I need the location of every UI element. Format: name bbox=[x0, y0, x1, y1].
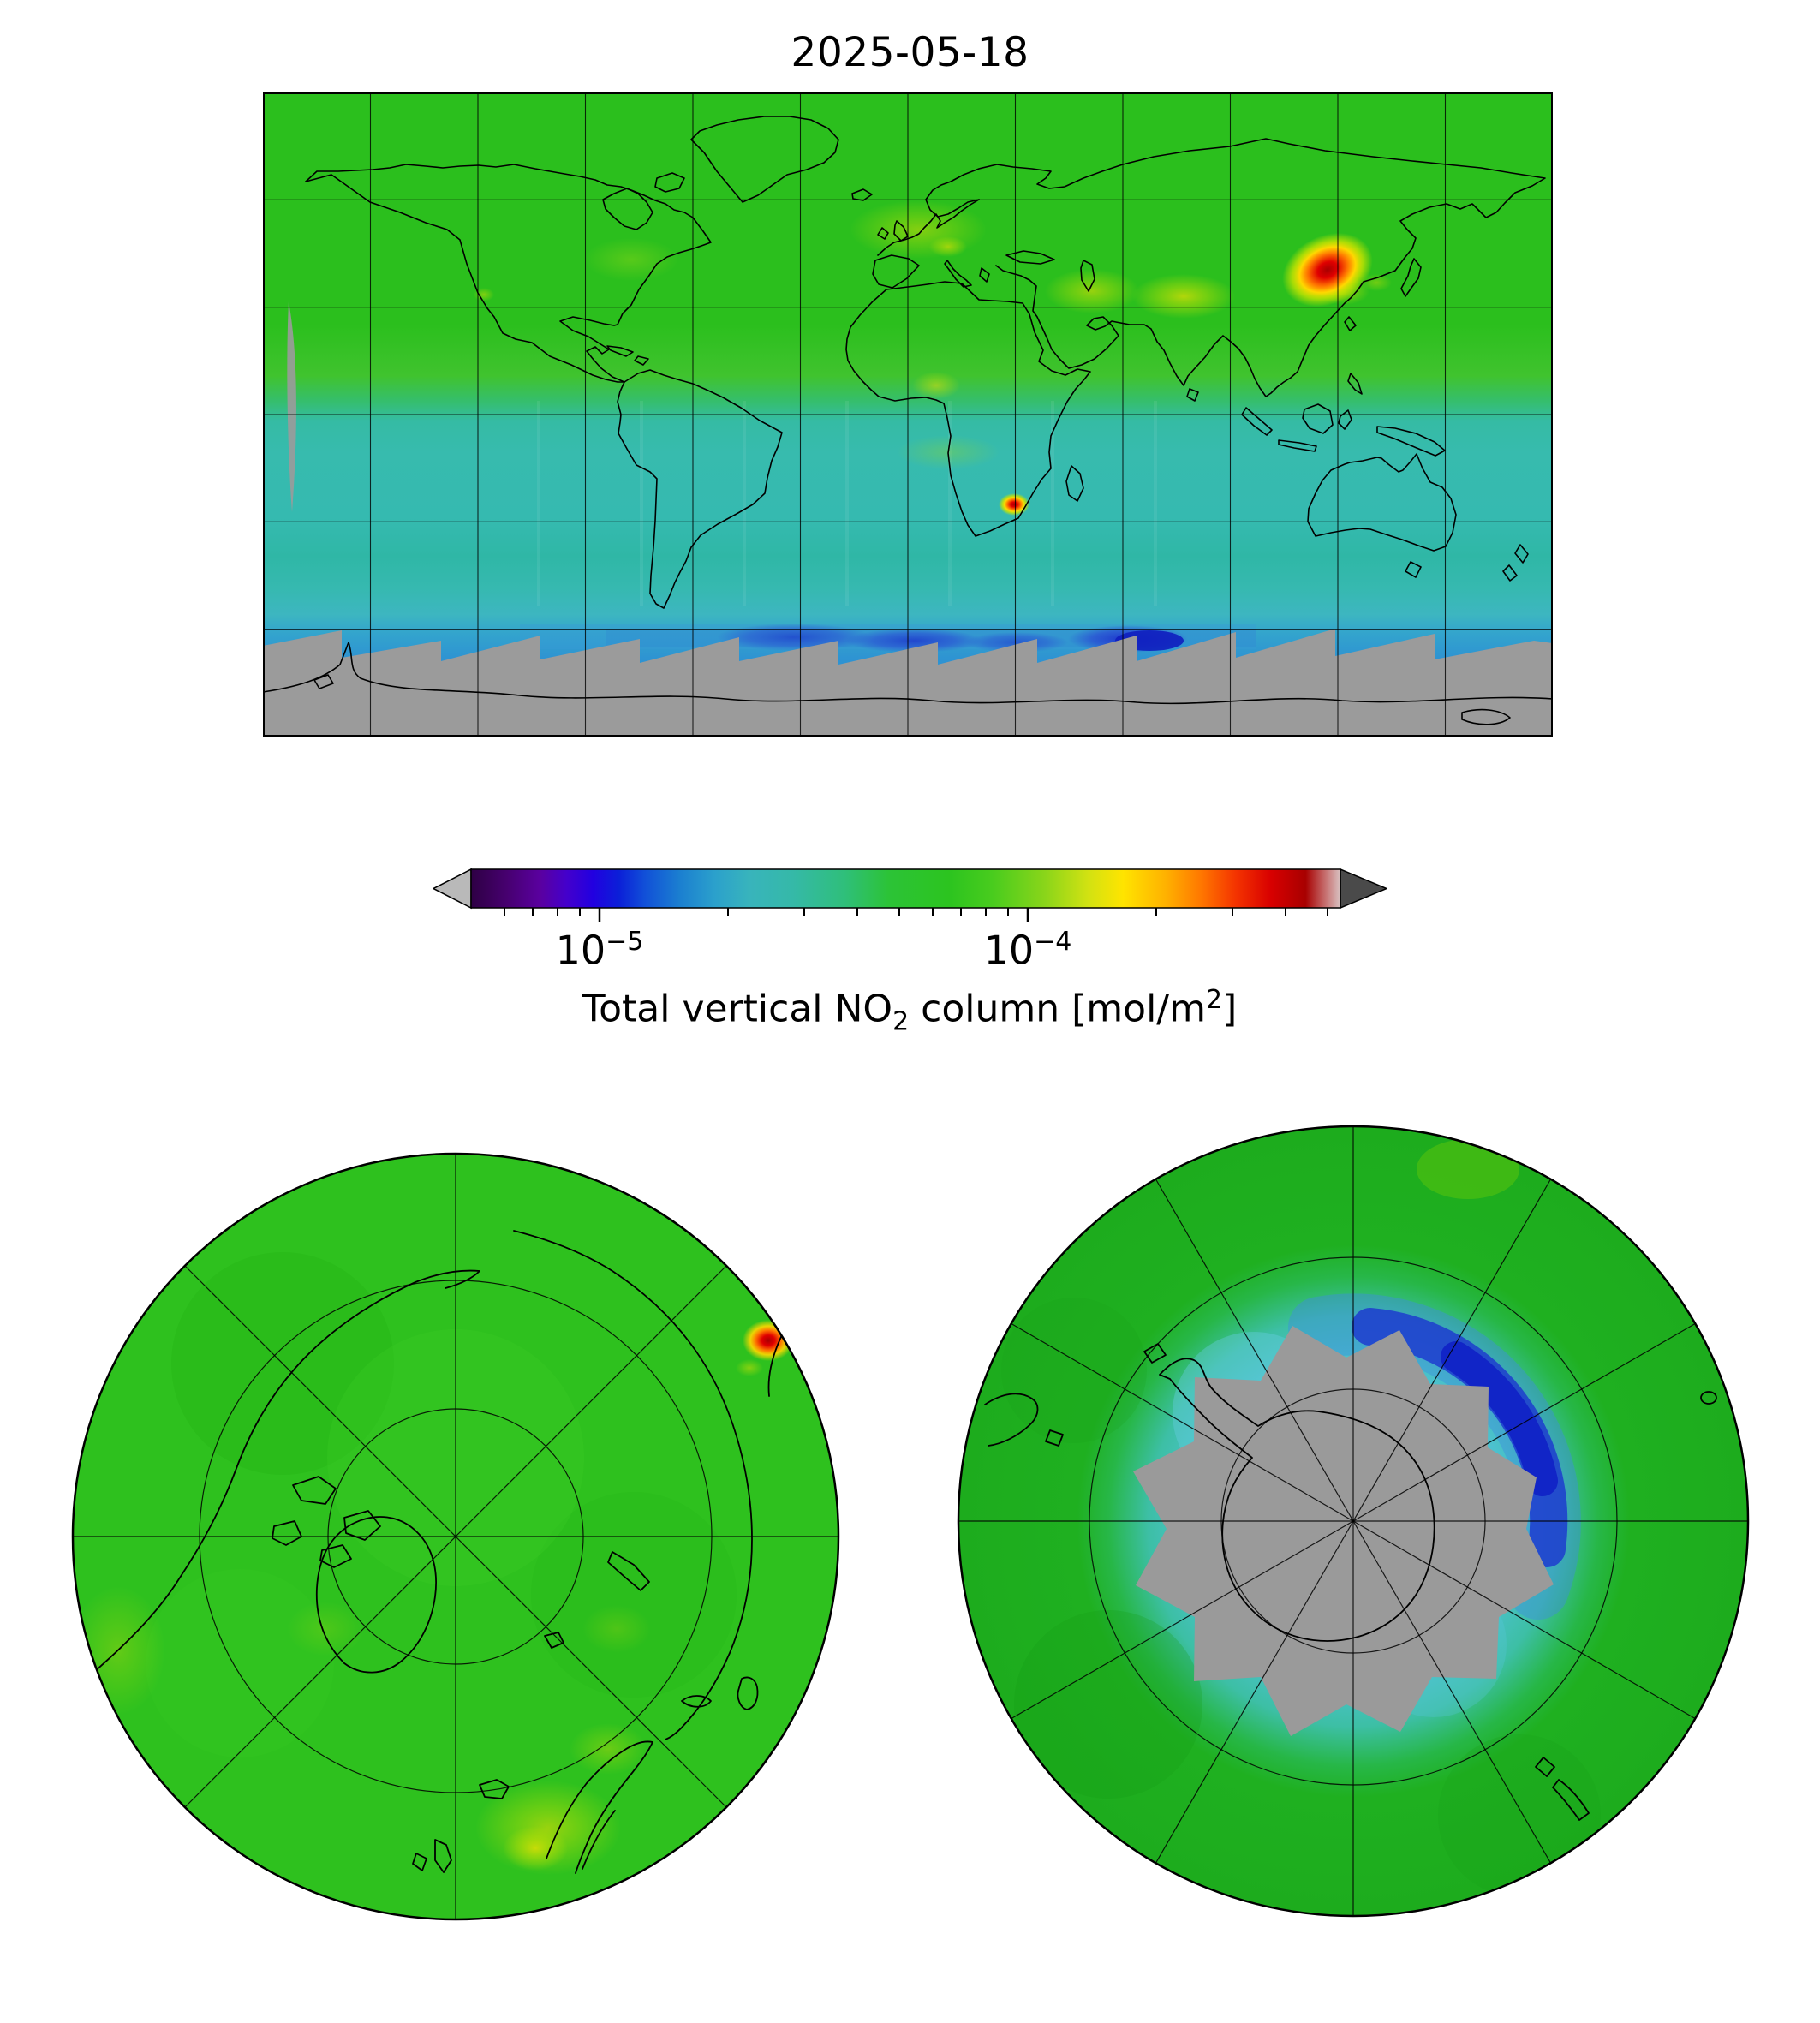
north-polar-coastlines bbox=[93, 1230, 823, 1874]
no-data-antarctica-polar bbox=[1133, 1326, 1554, 1736]
colorbar-under-arrow bbox=[433, 868, 472, 910]
north-polar-rim bbox=[71, 1152, 840, 1921]
south-polar-twilight-blue bbox=[1288, 1293, 1581, 1620]
map-border bbox=[263, 92, 1553, 737]
south-polar-rim bbox=[957, 1125, 1750, 1918]
graticule bbox=[263, 92, 1553, 737]
north-polar-panel bbox=[71, 1152, 840, 1921]
no-data-sliver bbox=[287, 301, 296, 512]
figure-title: 2025-05-18 bbox=[791, 29, 1029, 76]
south-polar-coastlines bbox=[984, 1343, 1717, 1821]
hotspot-east-china-polar bbox=[743, 1320, 794, 1361]
colorbar-minor-ticks bbox=[504, 908, 1328, 916]
swath-seams bbox=[537, 401, 1157, 606]
north-polar-graticule bbox=[73, 1154, 838, 1919]
south-polar-panel bbox=[957, 1125, 1750, 1918]
hotspot-south-africa bbox=[999, 493, 1029, 516]
colorbar-gradient-bar bbox=[470, 868, 1341, 909]
colorbar-tick-label-1e-4: 10−4 bbox=[983, 927, 1072, 974]
colorbar-major-ticks bbox=[598, 908, 1029, 922]
colorbar-over-arrow bbox=[1340, 868, 1387, 910]
colorbar-label: Total vertical NO2 column [mol/m2] bbox=[582, 985, 1238, 1037]
coastlines bbox=[263, 116, 1553, 725]
hotspot-east-china bbox=[1282, 232, 1373, 307]
colorbar-tick-label-1e-5: 10−5 bbox=[555, 927, 644, 974]
colorbar bbox=[433, 868, 1387, 922]
global-map-panel bbox=[263, 92, 1553, 737]
south-polar-graticule bbox=[958, 1126, 1748, 1916]
